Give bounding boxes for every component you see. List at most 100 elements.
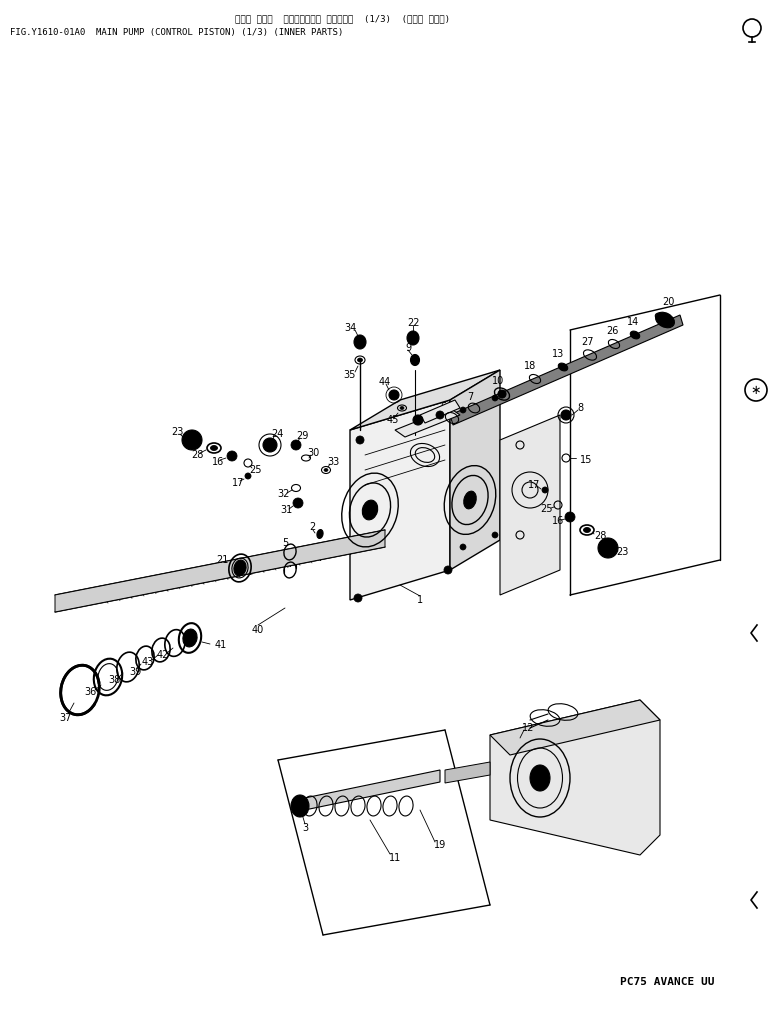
Text: 6: 6 bbox=[440, 402, 446, 412]
Circle shape bbox=[565, 512, 575, 522]
Polygon shape bbox=[445, 762, 490, 783]
Ellipse shape bbox=[656, 312, 674, 328]
Text: メイン ポンプ  （コントロール ピストン）  (1/3)  (インナ パーツ): メイン ポンプ （コントロール ピストン） (1/3) (インナ パーツ) bbox=[235, 14, 450, 23]
Text: 14: 14 bbox=[627, 317, 639, 327]
Text: FIG.Y1610-01A0  MAIN PUMP (CONTROL PISTON) (1/3) (INNER PARTS): FIG.Y1610-01A0 MAIN PUMP (CONTROL PISTON… bbox=[10, 28, 343, 37]
Text: 8: 8 bbox=[577, 403, 583, 413]
Ellipse shape bbox=[317, 529, 323, 538]
Text: 37: 37 bbox=[59, 713, 71, 723]
Circle shape bbox=[245, 473, 251, 479]
Circle shape bbox=[498, 390, 506, 399]
Ellipse shape bbox=[584, 527, 591, 532]
Polygon shape bbox=[500, 415, 560, 595]
Ellipse shape bbox=[630, 332, 639, 339]
Text: 17: 17 bbox=[528, 480, 540, 490]
Text: 39: 39 bbox=[129, 667, 141, 677]
Ellipse shape bbox=[411, 355, 419, 365]
Circle shape bbox=[460, 407, 466, 413]
Circle shape bbox=[561, 410, 571, 420]
Text: 44: 44 bbox=[379, 377, 391, 387]
Text: 25: 25 bbox=[249, 465, 261, 475]
Ellipse shape bbox=[183, 629, 197, 647]
Circle shape bbox=[182, 430, 202, 450]
Text: 3: 3 bbox=[302, 823, 308, 832]
Text: 34: 34 bbox=[344, 323, 357, 333]
Text: 10: 10 bbox=[492, 376, 504, 386]
Text: ∗: ∗ bbox=[751, 383, 761, 396]
Polygon shape bbox=[55, 530, 385, 612]
Text: 20: 20 bbox=[662, 297, 674, 307]
Circle shape bbox=[492, 532, 498, 538]
Circle shape bbox=[436, 411, 444, 419]
Text: 25: 25 bbox=[541, 504, 553, 514]
Text: 24: 24 bbox=[270, 429, 283, 439]
Text: 38: 38 bbox=[108, 675, 120, 685]
Circle shape bbox=[542, 487, 548, 493]
Text: 7: 7 bbox=[467, 392, 473, 402]
Circle shape bbox=[263, 438, 277, 452]
Text: 19: 19 bbox=[434, 840, 446, 850]
Circle shape bbox=[460, 544, 466, 550]
Ellipse shape bbox=[357, 358, 363, 362]
Circle shape bbox=[444, 566, 452, 574]
Text: 26: 26 bbox=[606, 325, 618, 336]
Text: 11: 11 bbox=[389, 853, 401, 863]
Polygon shape bbox=[350, 400, 450, 600]
Text: 16: 16 bbox=[552, 516, 564, 526]
Text: 40: 40 bbox=[252, 625, 264, 635]
Text: 43: 43 bbox=[142, 657, 154, 667]
Text: 46: 46 bbox=[406, 425, 419, 435]
Text: 45: 45 bbox=[387, 415, 399, 425]
Circle shape bbox=[354, 594, 362, 602]
Text: 33: 33 bbox=[327, 457, 339, 467]
Text: PC75 AVANCE UU: PC75 AVANCE UU bbox=[620, 977, 715, 987]
Circle shape bbox=[492, 395, 498, 401]
Circle shape bbox=[389, 390, 399, 400]
Text: 21: 21 bbox=[215, 555, 228, 565]
Circle shape bbox=[356, 436, 364, 444]
Circle shape bbox=[227, 451, 237, 461]
Text: 32: 32 bbox=[277, 489, 290, 499]
Text: 13: 13 bbox=[552, 349, 564, 359]
Ellipse shape bbox=[211, 445, 218, 450]
Polygon shape bbox=[395, 408, 460, 437]
Text: 42: 42 bbox=[157, 650, 169, 660]
Text: 15: 15 bbox=[580, 455, 592, 465]
Ellipse shape bbox=[400, 407, 404, 410]
Text: 12: 12 bbox=[522, 723, 534, 733]
Text: 16: 16 bbox=[212, 457, 224, 467]
Circle shape bbox=[598, 538, 618, 558]
Text: 35: 35 bbox=[344, 370, 357, 380]
Text: 17: 17 bbox=[232, 478, 244, 488]
Ellipse shape bbox=[234, 560, 246, 576]
Text: 23: 23 bbox=[616, 547, 629, 557]
Circle shape bbox=[293, 498, 303, 508]
Text: 9: 9 bbox=[405, 343, 411, 353]
Text: 23: 23 bbox=[170, 427, 183, 437]
Ellipse shape bbox=[463, 491, 477, 509]
Circle shape bbox=[291, 440, 301, 450]
Text: 28: 28 bbox=[594, 531, 606, 541]
Polygon shape bbox=[490, 700, 660, 755]
Ellipse shape bbox=[354, 335, 366, 349]
Text: 22: 22 bbox=[407, 318, 419, 328]
Polygon shape bbox=[450, 315, 683, 425]
Text: 29: 29 bbox=[296, 431, 308, 441]
Text: 28: 28 bbox=[191, 450, 203, 460]
Ellipse shape bbox=[407, 331, 419, 345]
Ellipse shape bbox=[324, 468, 328, 472]
Text: 36: 36 bbox=[84, 687, 96, 697]
Text: 2: 2 bbox=[309, 522, 315, 532]
Ellipse shape bbox=[362, 500, 377, 520]
Text: 30: 30 bbox=[307, 448, 319, 458]
Ellipse shape bbox=[530, 765, 550, 791]
Text: 5: 5 bbox=[282, 538, 288, 548]
Polygon shape bbox=[350, 370, 500, 430]
Polygon shape bbox=[490, 700, 660, 855]
Ellipse shape bbox=[291, 795, 309, 817]
Text: 18: 18 bbox=[524, 361, 536, 371]
Polygon shape bbox=[450, 370, 500, 570]
Circle shape bbox=[413, 415, 423, 425]
Text: 27: 27 bbox=[582, 337, 594, 347]
Text: 31: 31 bbox=[280, 505, 292, 515]
